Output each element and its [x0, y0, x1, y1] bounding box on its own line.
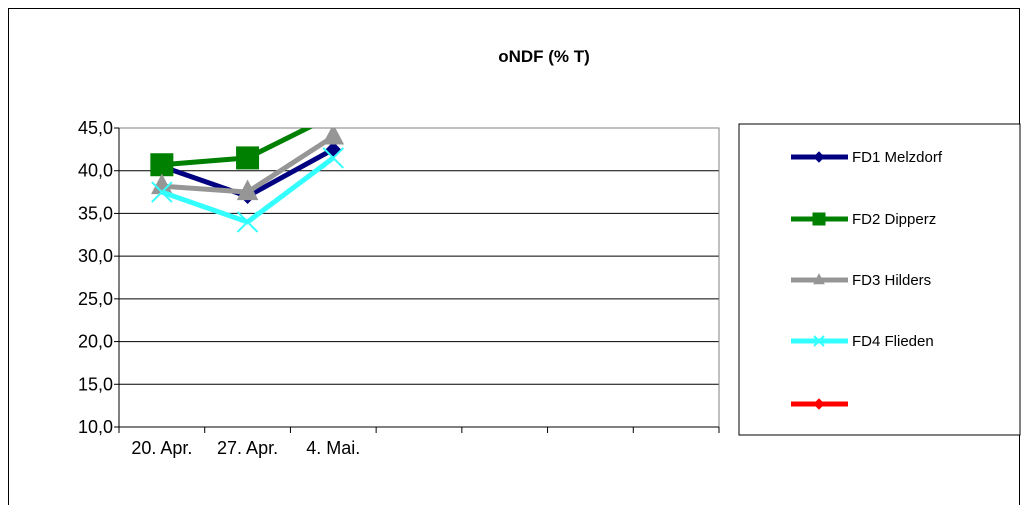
legend-label: FD2 Dipperz — [852, 211, 936, 228]
y-tick-label: 45,0 — [78, 118, 113, 138]
y-tick-label: 20,0 — [78, 332, 113, 352]
x-stroke — [813, 335, 825, 347]
data-point — [236, 211, 259, 233]
y-tick-label: 35,0 — [78, 203, 113, 223]
x-stroke — [236, 211, 259, 233]
legend-item — [791, 398, 848, 410]
legend-label: FD3 Hilders — [852, 272, 931, 289]
y-tick-label: 10,0 — [78, 417, 113, 437]
chart-title: oNDF (% T) — [498, 47, 590, 66]
x-tick-label: 20. Apr. — [131, 438, 192, 458]
data-point — [322, 104, 344, 126]
y-tick-label: 30,0 — [78, 246, 113, 266]
x-tick-label: 27. Apr. — [217, 438, 278, 458]
y-tick-label: 15,0 — [78, 374, 113, 394]
series-4 — [151, 147, 344, 233]
plot-area: 10,0 15,0 20,0 25,0 30,0 35,0 40,0 45,0 20. Apr.… — [78, 104, 720, 458]
data-point — [322, 147, 344, 169]
legend-item: FD1 Melzdorf — [791, 149, 943, 166]
data-point — [150, 153, 174, 177]
data-point — [236, 146, 260, 170]
plot-border — [118, 127, 720, 428]
data-point — [236, 179, 259, 201]
legend-marker — [812, 212, 826, 226]
data-point — [151, 181, 173, 203]
legend-marker — [813, 273, 825, 285]
x-stroke — [322, 147, 344, 169]
legend-item: FD3 Hilders — [791, 272, 931, 289]
legend-marker — [813, 151, 825, 163]
legend-label: FD4 Flieden — [852, 333, 934, 350]
series-2 — [150, 104, 344, 177]
legend: FD1 Melzdorf FD2 Dipperz FD3 Hilders FD4 Fl… — [738, 123, 1021, 436]
series-3 — [151, 128, 345, 201]
legend-marker — [813, 335, 825, 347]
legend-box — [738, 123, 1021, 436]
data-point — [325, 141, 341, 158]
legend-item: FD4 Flieden — [791, 333, 934, 350]
series-layer — [150, 104, 345, 233]
x-stroke — [151, 181, 173, 203]
y-tick-label: 40,0 — [78, 161, 113, 181]
y-tick-label: 25,0 — [78, 289, 113, 309]
x-tick-label: 4. Mai. — [306, 438, 360, 458]
data-point — [322, 128, 345, 145]
legend-item: FD2 Dipperz — [791, 211, 936, 228]
legend-marker — [813, 398, 825, 410]
legend-label: FD1 Melzdorf — [852, 149, 943, 166]
